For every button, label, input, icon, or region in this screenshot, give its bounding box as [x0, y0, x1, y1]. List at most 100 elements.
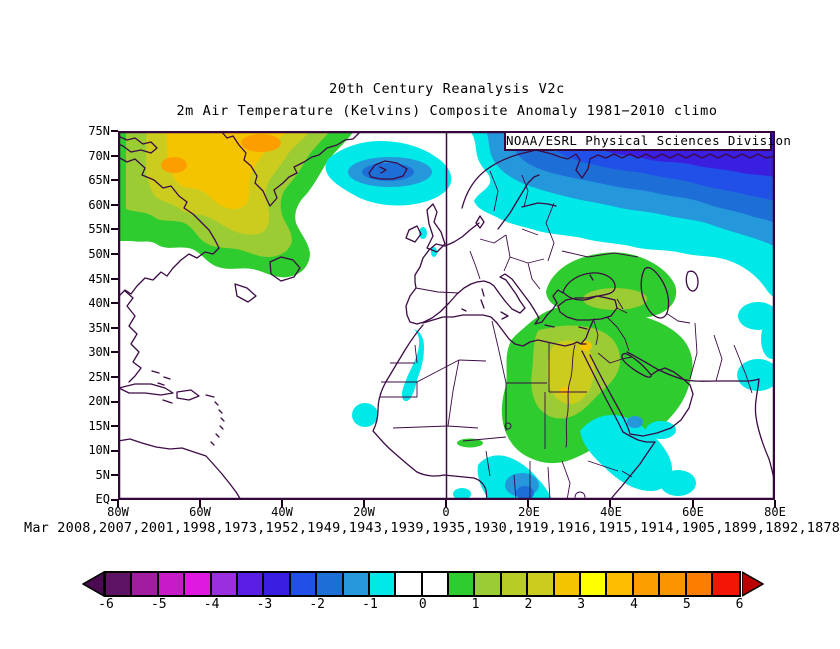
lat-tick — [111, 351, 118, 354]
lon-tick — [609, 500, 611, 507]
lon-label: 0 — [442, 505, 450, 519]
plot-title-line1: 20th Century Reanalysis V2c — [329, 81, 565, 97]
lat-tick — [111, 499, 118, 501]
lat-tick — [111, 154, 118, 157]
levant-coastline — [580, 318, 595, 345]
map-area: NOAA/ESRL Physical Sciences Division — [117, 130, 791, 503]
colorbar — [104, 571, 742, 597]
colorbar-cell — [581, 573, 608, 595]
colorbar-label: 2 — [524, 597, 533, 612]
nile-river — [565, 344, 576, 448]
lon-label: 80W — [107, 505, 129, 519]
uk-coastline — [426, 203, 446, 253]
lon-tick — [774, 500, 776, 507]
lat-tick — [111, 179, 118, 182]
colorbar-label: -6 — [98, 597, 114, 612]
lat-label: 35N — [88, 321, 110, 335]
caspian-sea-coastline — [640, 266, 670, 319]
lat-tick — [111, 203, 118, 206]
colorbar-label: -4 — [203, 597, 220, 612]
lon-tick — [692, 500, 694, 507]
iran-india-coastline — [626, 351, 776, 485]
colorbar-cell — [633, 573, 661, 595]
colorbar-label: -2 — [309, 597, 326, 612]
negative-anomaly-tropics-patches — [352, 319, 783, 500]
baltic-coastline — [475, 174, 557, 230]
colorbar-left-arrow — [82, 571, 104, 597]
colorbar-cell — [290, 573, 318, 595]
horn-of-africa-coastline — [609, 431, 656, 501]
lat-label: 70N — [88, 149, 110, 163]
west-africa-coastline — [372, 324, 488, 501]
lat-label: 50N — [88, 247, 110, 261]
canada-coastline — [117, 156, 220, 298]
colorbar-cell — [475, 573, 502, 595]
us-east-coastline — [124, 290, 142, 383]
lat-label: 25N — [88, 370, 110, 384]
colorbar-cell — [686, 573, 713, 595]
lat-label: 10N — [88, 443, 110, 457]
black-sea-coastline — [562, 272, 616, 301]
colorbar-cell — [712, 573, 740, 595]
credit-text: NOAA/ESRL Physical Sciences Division — [506, 133, 792, 148]
cuba-coastline — [118, 383, 174, 396]
arabia-coastline — [589, 354, 694, 437]
credit-box: NOAA/ESRL Physical Sciences Division — [504, 131, 791, 151]
colorbar-cell — [158, 573, 186, 595]
iceland-coastline — [368, 160, 408, 180]
lon-tick — [527, 500, 529, 507]
lat-label: 15N — [88, 419, 110, 433]
lon-label: 20E — [518, 505, 540, 519]
lat-tick — [111, 376, 118, 378]
lat-label: EQ — [95, 492, 110, 506]
positive-anomaly-middle-east-africa — [457, 252, 693, 464]
colorbar-cell — [185, 573, 212, 595]
colorbar-cell — [132, 573, 159, 595]
country-borders — [380, 170, 753, 503]
colorbar-cell — [369, 573, 397, 595]
colorbar-cell — [106, 573, 133, 595]
lat-label: 5N — [95, 468, 110, 482]
colorbar-cell — [528, 573, 555, 595]
norway-russia-arctic-coastline — [461, 149, 776, 209]
lat-tick — [111, 425, 118, 428]
colorbar-cell — [449, 573, 476, 595]
lat-tick — [111, 130, 118, 132]
colorbar-cell — [554, 573, 582, 595]
colorbar-label: 5 — [682, 597, 691, 612]
lat-tick — [111, 277, 118, 280]
lat-label: 55N — [88, 222, 110, 236]
lat-label: 65N — [88, 173, 110, 187]
lat-tick — [111, 302, 118, 305]
lon-label: 20W — [353, 505, 375, 519]
lat-tick — [111, 400, 118, 403]
lat-label: 75N — [88, 124, 110, 138]
lat-label: 20N — [88, 394, 110, 408]
north-africa-coastline — [422, 314, 587, 347]
colorbar-cell — [317, 573, 344, 595]
lat-tick — [111, 253, 118, 255]
colorbar-cell — [607, 573, 634, 595]
colorbar-label: 3 — [577, 597, 586, 612]
lat-label: 45N — [88, 272, 110, 286]
south-america-coastline — [117, 438, 242, 501]
colorbar-cell — [343, 573, 370, 595]
europe-mediterranean-coastline — [405, 222, 564, 325]
colorbar-label: 1 — [471, 597, 480, 612]
lat-tick — [111, 228, 118, 231]
lon-label: 80E — [764, 505, 786, 519]
positive-anomaly-greenland — [118, 131, 354, 278]
lon-label: 60E — [682, 505, 704, 519]
map-frame — [117, 130, 776, 501]
lat-label: 60N — [88, 198, 110, 212]
lon-label: 40W — [271, 505, 293, 519]
colorbar-label: -5 — [150, 597, 167, 612]
composite-years-caption: Mar 2008,2007,2001,1998,1973,1952,1949,1… — [24, 520, 840, 536]
lon-label: 60W — [189, 505, 211, 519]
lat-tick — [111, 474, 118, 477]
colorbar-label: 6 — [735, 597, 744, 612]
plot-title-line2: 2m Air Temperature (Kelvins) Composite A… — [176, 103, 718, 119]
lon-tick — [281, 500, 283, 507]
colorbar-cell — [211, 573, 238, 595]
newfoundland-coastline — [269, 256, 301, 282]
